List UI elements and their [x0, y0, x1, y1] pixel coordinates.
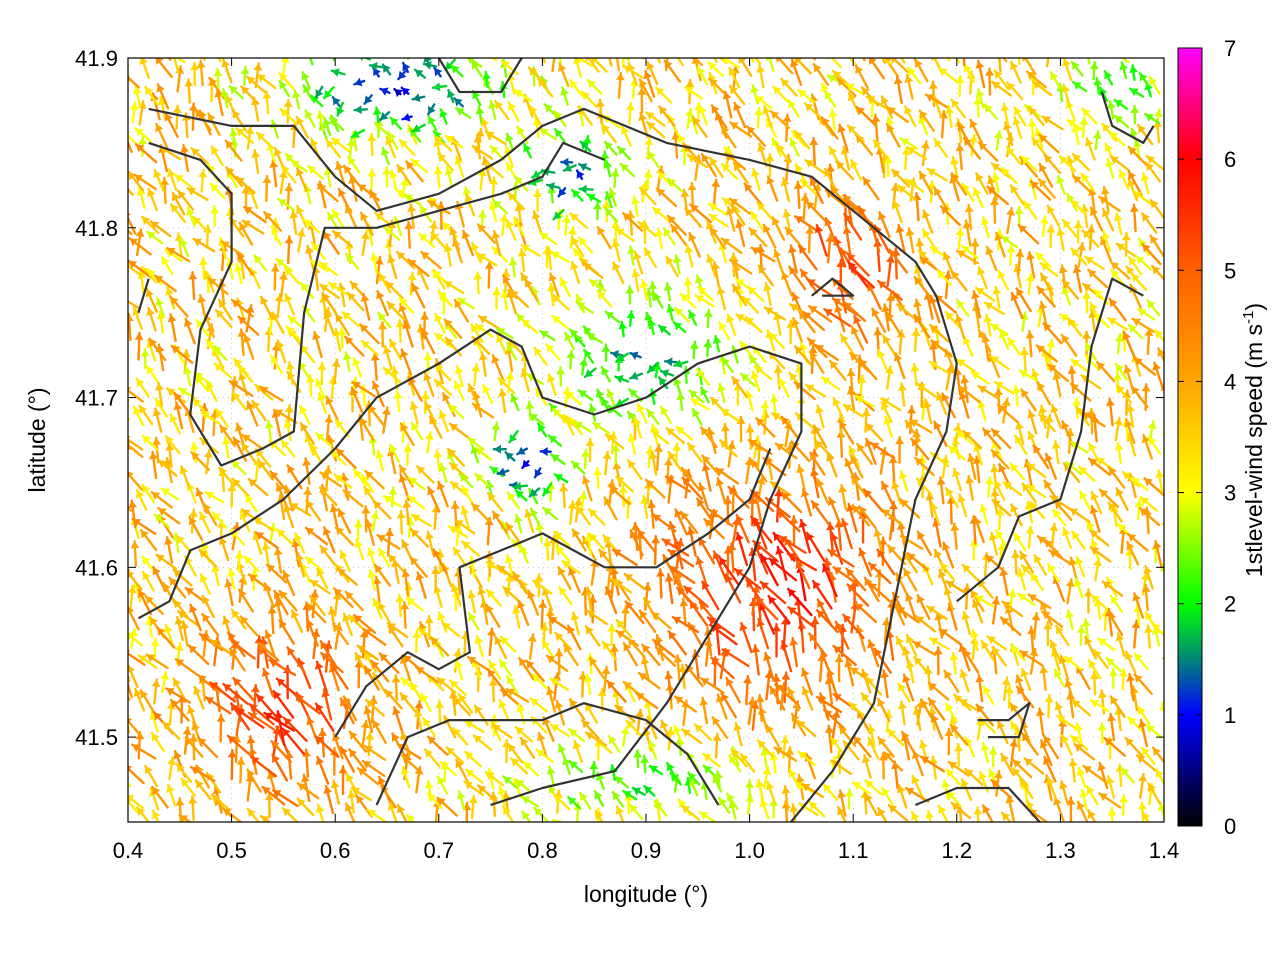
wind-vector	[285, 36, 294, 54]
x-tick-label: 0.8	[527, 838, 558, 863]
y-axis-title: latitude (°)	[24, 387, 50, 492]
colorbar-tick-label: 5	[1224, 258, 1236, 283]
wind-vector	[986, 30, 995, 53]
x-tick-label: 0.6	[320, 838, 351, 863]
wind-vector	[856, 35, 865, 60]
colorbar-title: 1stlevel-wind speed (m s-1)	[1240, 303, 1267, 577]
wind-vector	[240, 32, 256, 49]
wind-vector	[1055, 34, 1065, 53]
wind-vector	[109, 459, 125, 478]
y-tick-label: 41.8	[75, 216, 118, 241]
wind-vector	[111, 431, 130, 448]
wind-vector	[1164, 300, 1173, 325]
wind-vector	[1162, 27, 1171, 50]
wind-vector	[320, 36, 329, 55]
wind-vector	[262, 28, 271, 51]
y-tick-label: 41.6	[75, 555, 118, 580]
x-tick-label: 0.7	[424, 838, 455, 863]
colorbar-tick-label: 7	[1224, 36, 1236, 61]
x-tick-label: 0.9	[631, 838, 662, 863]
wind-vector	[108, 615, 122, 628]
colorbar: 0 1 2 3 4 5 6 7 1stlevel-wind speed (m s-1)	[1178, 36, 1267, 839]
wind-vector	[116, 248, 128, 271]
wind-vector	[156, 38, 170, 59]
wind-vector	[568, 31, 577, 50]
colorbar-tick-label: 0	[1224, 814, 1236, 839]
wind-vector	[119, 727, 128, 750]
colorbar-tick-label: 1	[1224, 703, 1236, 728]
wind-vector	[112, 148, 126, 164]
colorbar-title-superscript: -1	[1240, 311, 1257, 324]
wind-vector	[127, 26, 136, 52]
wind-vector	[354, 44, 362, 57]
wind-vector	[113, 181, 123, 198]
x-tick-label: 1.2	[942, 838, 973, 863]
wind-vector	[786, 40, 797, 59]
wind-vector	[110, 273, 122, 294]
wind-vector	[1166, 68, 1175, 85]
wind-vector	[107, 446, 126, 457]
wind-vector	[142, 27, 151, 50]
y-tick-label: 41.5	[75, 725, 118, 750]
wind-vector	[194, 39, 205, 60]
colorbar-gradient	[1178, 48, 1202, 826]
wind-vector	[395, 37, 404, 52]
wind-vector	[914, 33, 930, 51]
wind-vector	[629, 41, 643, 59]
colorbar-title-main: 1stlevel-wind speed (m s	[1241, 324, 1267, 577]
wind-vector	[400, 47, 408, 58]
colorbar-title-close: )	[1241, 303, 1267, 311]
colorbar-tick-label: 6	[1224, 147, 1236, 172]
wind-vector	[111, 778, 123, 797]
colorbar-tick-label: 2	[1224, 592, 1236, 617]
wind-vector	[1083, 38, 1097, 52]
wind-vector	[771, 35, 783, 55]
wind-vector	[514, 34, 523, 52]
x-tick-label: 1.4	[1149, 838, 1180, 863]
wind-vector	[670, 34, 679, 55]
y-tick-label: 41.7	[75, 386, 118, 411]
x-tick-label: 1.1	[838, 838, 869, 863]
wind-vector	[493, 41, 502, 58]
wind-vector	[1017, 38, 1034, 56]
x-tick-label: 0.4	[113, 838, 144, 863]
wind-vector	[127, 35, 136, 54]
wind-vector	[1063, 32, 1072, 51]
wind-vector	[760, 41, 770, 58]
wind-vector	[266, 42, 285, 55]
wind-vector	[117, 71, 126, 97]
wind-vector	[519, 41, 532, 56]
wind-vector	[217, 38, 228, 56]
wind-vector	[114, 289, 127, 311]
wind-vector	[337, 39, 346, 54]
wind-vector	[1165, 191, 1174, 211]
wind-vector	[558, 40, 576, 58]
wind-vector	[984, 31, 993, 56]
wind-vector	[809, 34, 826, 51]
x-tick-label: 0.5	[216, 838, 247, 863]
wind-vector	[1107, 30, 1116, 48]
wind-vector	[114, 339, 127, 356]
wind-vector	[808, 35, 817, 60]
wind-vector	[1136, 38, 1145, 57]
wind-vector	[117, 509, 126, 532]
x-tick-label: 1.3	[1045, 838, 1076, 863]
y-tick-label: 41.9	[75, 46, 118, 71]
wind-vector	[117, 661, 130, 681]
colorbar-tick-label: 3	[1224, 481, 1236, 506]
wind-vector	[222, 39, 239, 50]
colorbar-tick-label: 4	[1224, 369, 1236, 394]
wind-vector	[452, 37, 460, 51]
wind-vector	[183, 38, 198, 51]
wind-vector	[1164, 583, 1173, 603]
x-tick-label: 1.0	[734, 838, 765, 863]
x-axis-title: longitude (°)	[584, 881, 708, 907]
wind-vector	[119, 346, 128, 370]
wind-vector	[1148, 36, 1157, 55]
